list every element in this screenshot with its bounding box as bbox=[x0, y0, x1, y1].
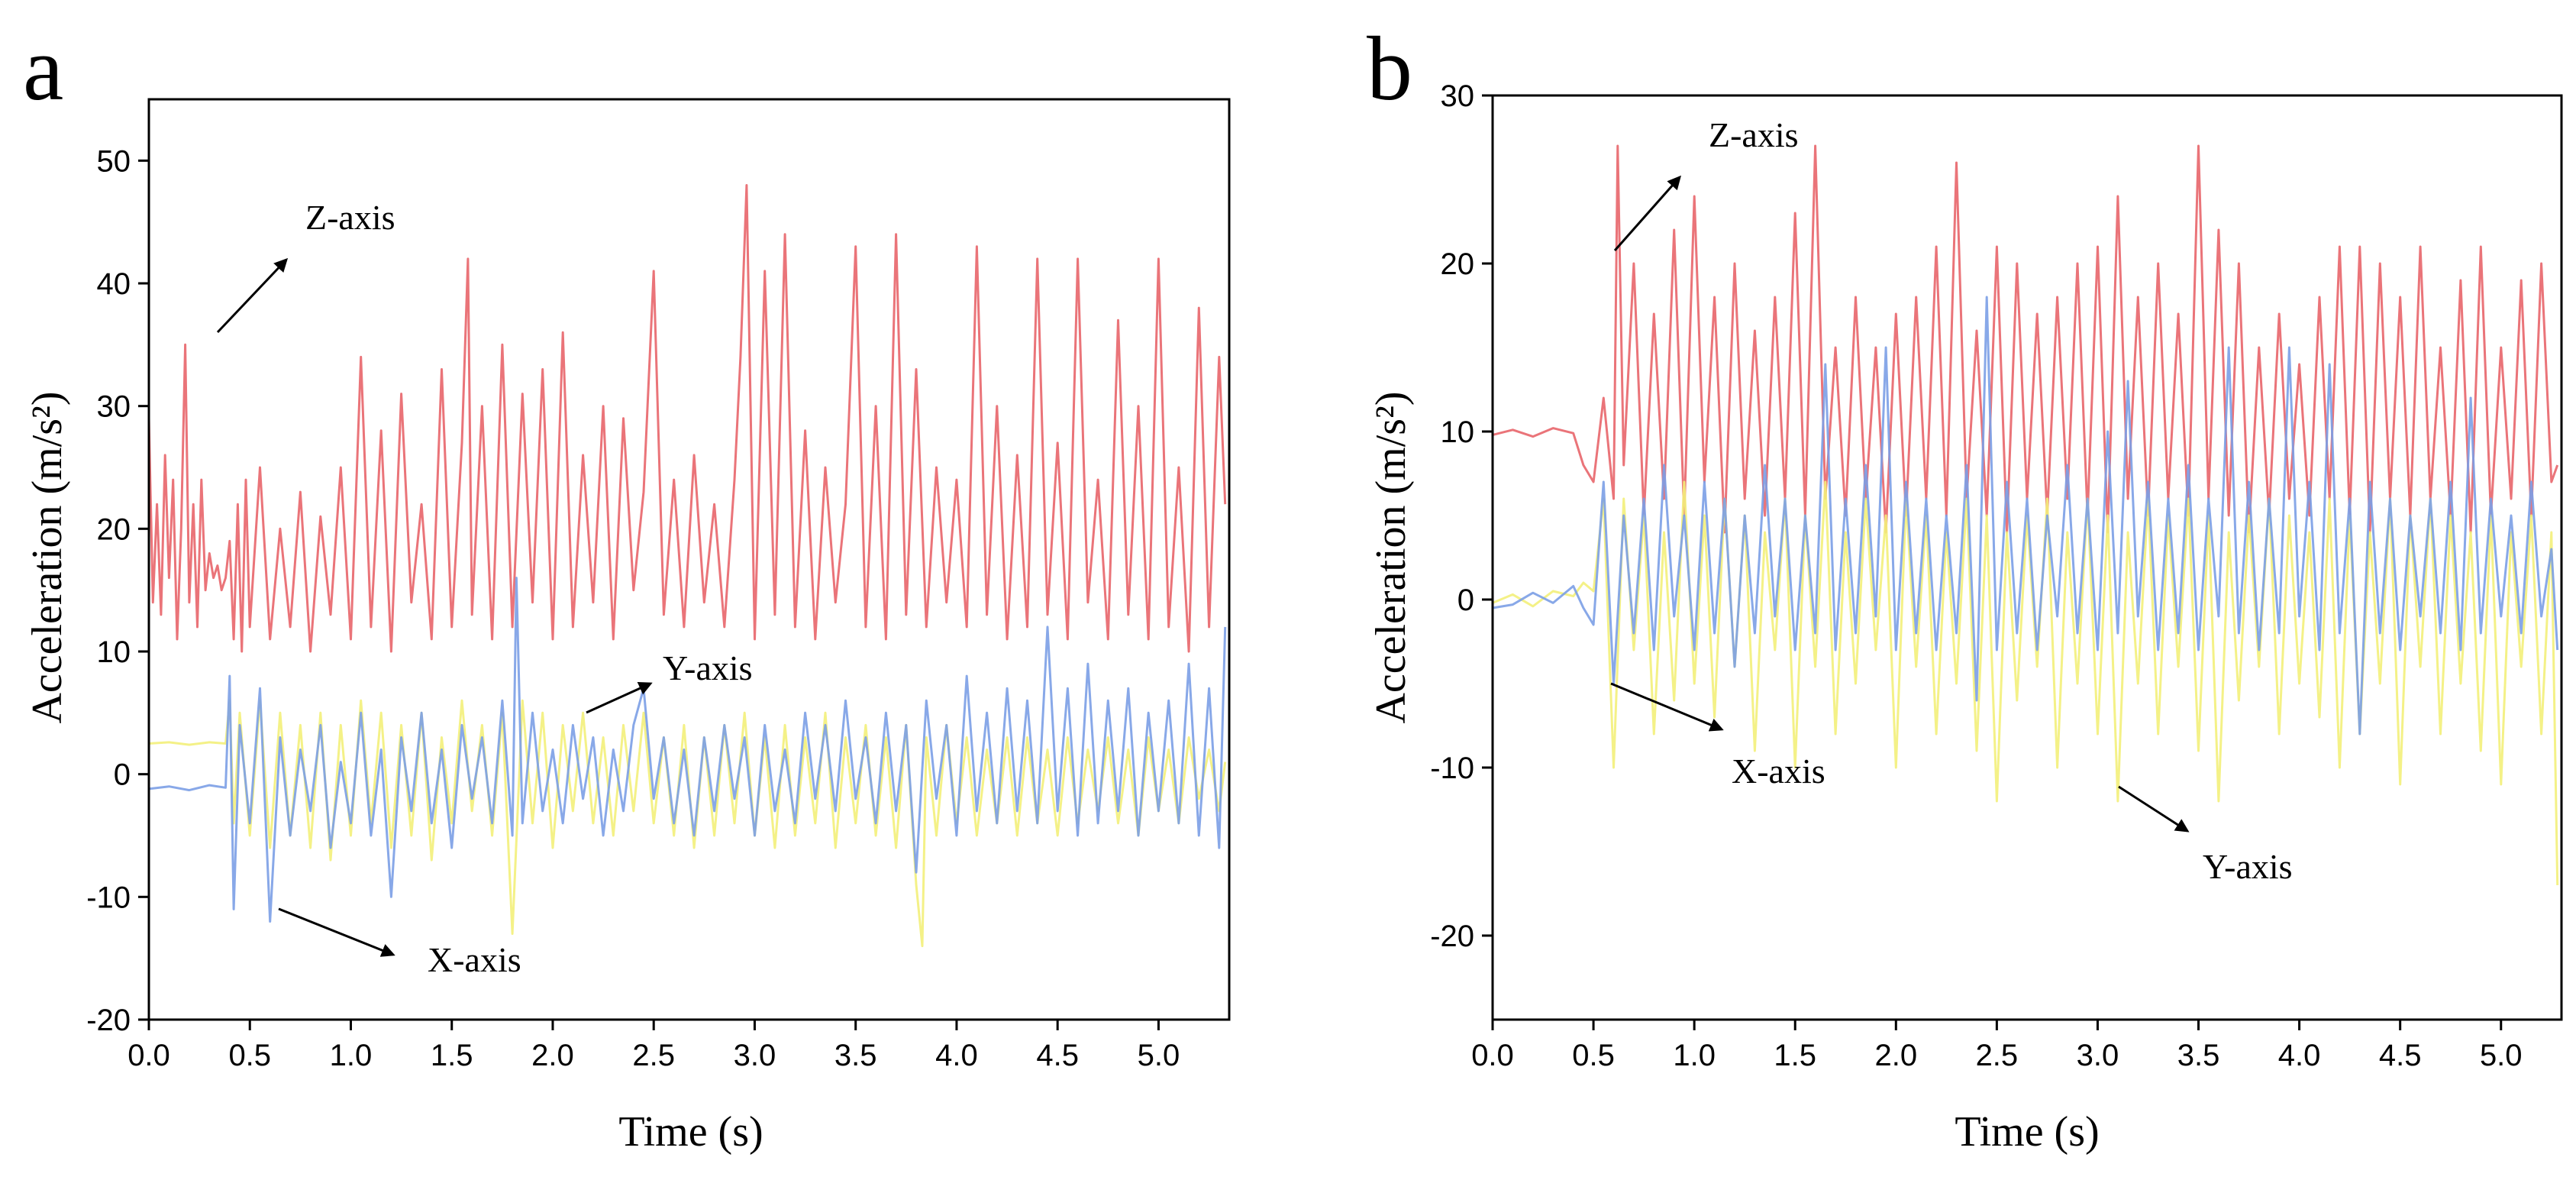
panel-b-x-axis-arrow bbox=[1610, 682, 1724, 732]
panel-b-z-axis-label: Z-axis bbox=[1709, 115, 1799, 154]
panel-b-y-axis-label: Y-axis bbox=[2203, 847, 2293, 886]
panel-a-series-layer bbox=[147, 184, 1227, 948]
panel-b-series-y-axis bbox=[1492, 480, 2559, 886]
panel-a-x-axis-label: X-axis bbox=[428, 940, 521, 979]
panel-b-x-tick-label: 4.5 bbox=[2379, 1039, 2422, 1072]
panel-b-series-layer bbox=[1492, 144, 2559, 886]
panel-a-y-tick-label: 20 bbox=[97, 512, 131, 546]
panel-b-y-tick-label: -20 bbox=[1430, 920, 1474, 953]
panel-b-y-tick-label: 20 bbox=[1441, 247, 1475, 281]
panel-b: b 0.0 0.5 1.0 1.5 2.0 2.5 3.0 3.5 4.0 4.5 5.0 -20 -1… bbox=[1367, 18, 2563, 1156]
panel-a-plot-frame bbox=[147, 98, 1231, 1021]
panel-a-x-tick-label: 1.5 bbox=[431, 1039, 473, 1072]
panel-b-x-tick-label: 4.0 bbox=[2278, 1039, 2321, 1072]
panel-a: a 0.0 0.5 1.0 1.5 2.0 2.5 3.0 3.5 4.0 4.5 5.0 -20 -1… bbox=[23, 18, 1231, 1156]
panel-a-y-tick-label: 50 bbox=[97, 144, 131, 178]
panel-a-y-tick-label: 10 bbox=[97, 635, 131, 669]
panel-b-y-tick-label: 0 bbox=[1457, 584, 1474, 617]
panel-a-y-tick-label: -20 bbox=[86, 1004, 131, 1037]
panel-b-x-tick-label: 1.5 bbox=[1774, 1039, 1816, 1072]
panel-a-z-axis-label: Z-axis bbox=[305, 198, 395, 237]
panel-b-x-tick-label: 2.0 bbox=[1874, 1039, 1917, 1072]
panel-a-y-axis-title: Acceleration (m/s²) bbox=[24, 391, 71, 723]
panel-b-series-z-axis bbox=[1492, 144, 2559, 534]
panel-a-series-x-axis bbox=[148, 577, 1227, 923]
panel-a-z-axis-arrow bbox=[216, 257, 289, 334]
panel-a-x-tick-label: 4.5 bbox=[1036, 1039, 1079, 1072]
panel-b-x-axis-title: Time (s) bbox=[1955, 1108, 2099, 1156]
panel-a-ticks-layer: 0.0 0.5 1.0 1.5 2.0 2.5 3.0 3.5 4.0 4.5 5.0 -20 -10 0… bbox=[86, 144, 1180, 1072]
panel-b-z-axis-arrow bbox=[1613, 175, 1681, 251]
panel-a-series-z-axis bbox=[147, 184, 1227, 653]
panel-a-y-tick-label: 30 bbox=[97, 390, 131, 424]
panel-b-x-tick-label: 0.0 bbox=[1471, 1039, 1514, 1072]
panel-b-letter: b bbox=[1367, 18, 1412, 119]
panel-b-y-tick-label: 30 bbox=[1441, 79, 1475, 113]
panel-b-plot-frame bbox=[1491, 94, 2563, 1021]
panel-a-x-tick-label: 0.0 bbox=[128, 1039, 170, 1072]
panel-a-x-tick-label: 3.5 bbox=[834, 1039, 877, 1072]
panel-b-x-tick-label: 1.0 bbox=[1673, 1039, 1716, 1072]
panel-a-x-tick-label: 1.0 bbox=[330, 1039, 373, 1072]
panel-a-x-tick-label: 3.0 bbox=[734, 1039, 776, 1072]
panel-a-x-tick-label: 2.5 bbox=[632, 1039, 675, 1072]
panel-b-y-axis-arrow bbox=[2118, 785, 2190, 832]
panel-a-x-axis-arrow bbox=[278, 907, 395, 957]
panel-b-y-axis-title: Acceleration (m/s²) bbox=[1367, 391, 1415, 723]
panel-b-x-axis-label: X-axis bbox=[1732, 752, 1825, 790]
panel-a-x-tick-label: 5.0 bbox=[1138, 1039, 1180, 1072]
panel-a-y-tick-label: 0 bbox=[114, 758, 131, 792]
panel-a-x-tick-label: 4.0 bbox=[935, 1039, 978, 1072]
panel-b-x-tick-label: 2.5 bbox=[1976, 1039, 2019, 1072]
panel-b-x-tick-label: 3.0 bbox=[2077, 1039, 2119, 1072]
panel-a-y-axis-arrow bbox=[586, 681, 653, 714]
panel-a-y-tick-label: 40 bbox=[97, 267, 131, 301]
panel-b-y-tick-label: -10 bbox=[1430, 752, 1474, 785]
panel-a-letter: a bbox=[23, 18, 63, 119]
panel-b-series-x-axis bbox=[1492, 296, 2559, 735]
panel-a-x-tick-label: 0.5 bbox=[228, 1039, 271, 1072]
panel-b-ticks-layer: 0.0 0.5 1.0 1.5 2.0 2.5 3.0 3.5 4.0 4.5 5.0 -20 -10 0… bbox=[1430, 79, 2522, 1072]
panel-b-x-tick-label: 0.5 bbox=[1572, 1039, 1615, 1072]
panel-b-x-tick-label: 3.5 bbox=[2177, 1039, 2220, 1072]
panel-a-y-axis-label: Y-axis bbox=[663, 648, 753, 687]
panel-b-x-tick-label: 5.0 bbox=[2480, 1039, 2523, 1072]
panel-a-x-tick-label: 2.0 bbox=[531, 1039, 574, 1072]
panel-b-y-tick-label: 10 bbox=[1441, 415, 1475, 449]
panel-a-x-axis-title: Time (s) bbox=[618, 1108, 763, 1156]
panel-a-y-tick-label: -10 bbox=[86, 881, 131, 914]
